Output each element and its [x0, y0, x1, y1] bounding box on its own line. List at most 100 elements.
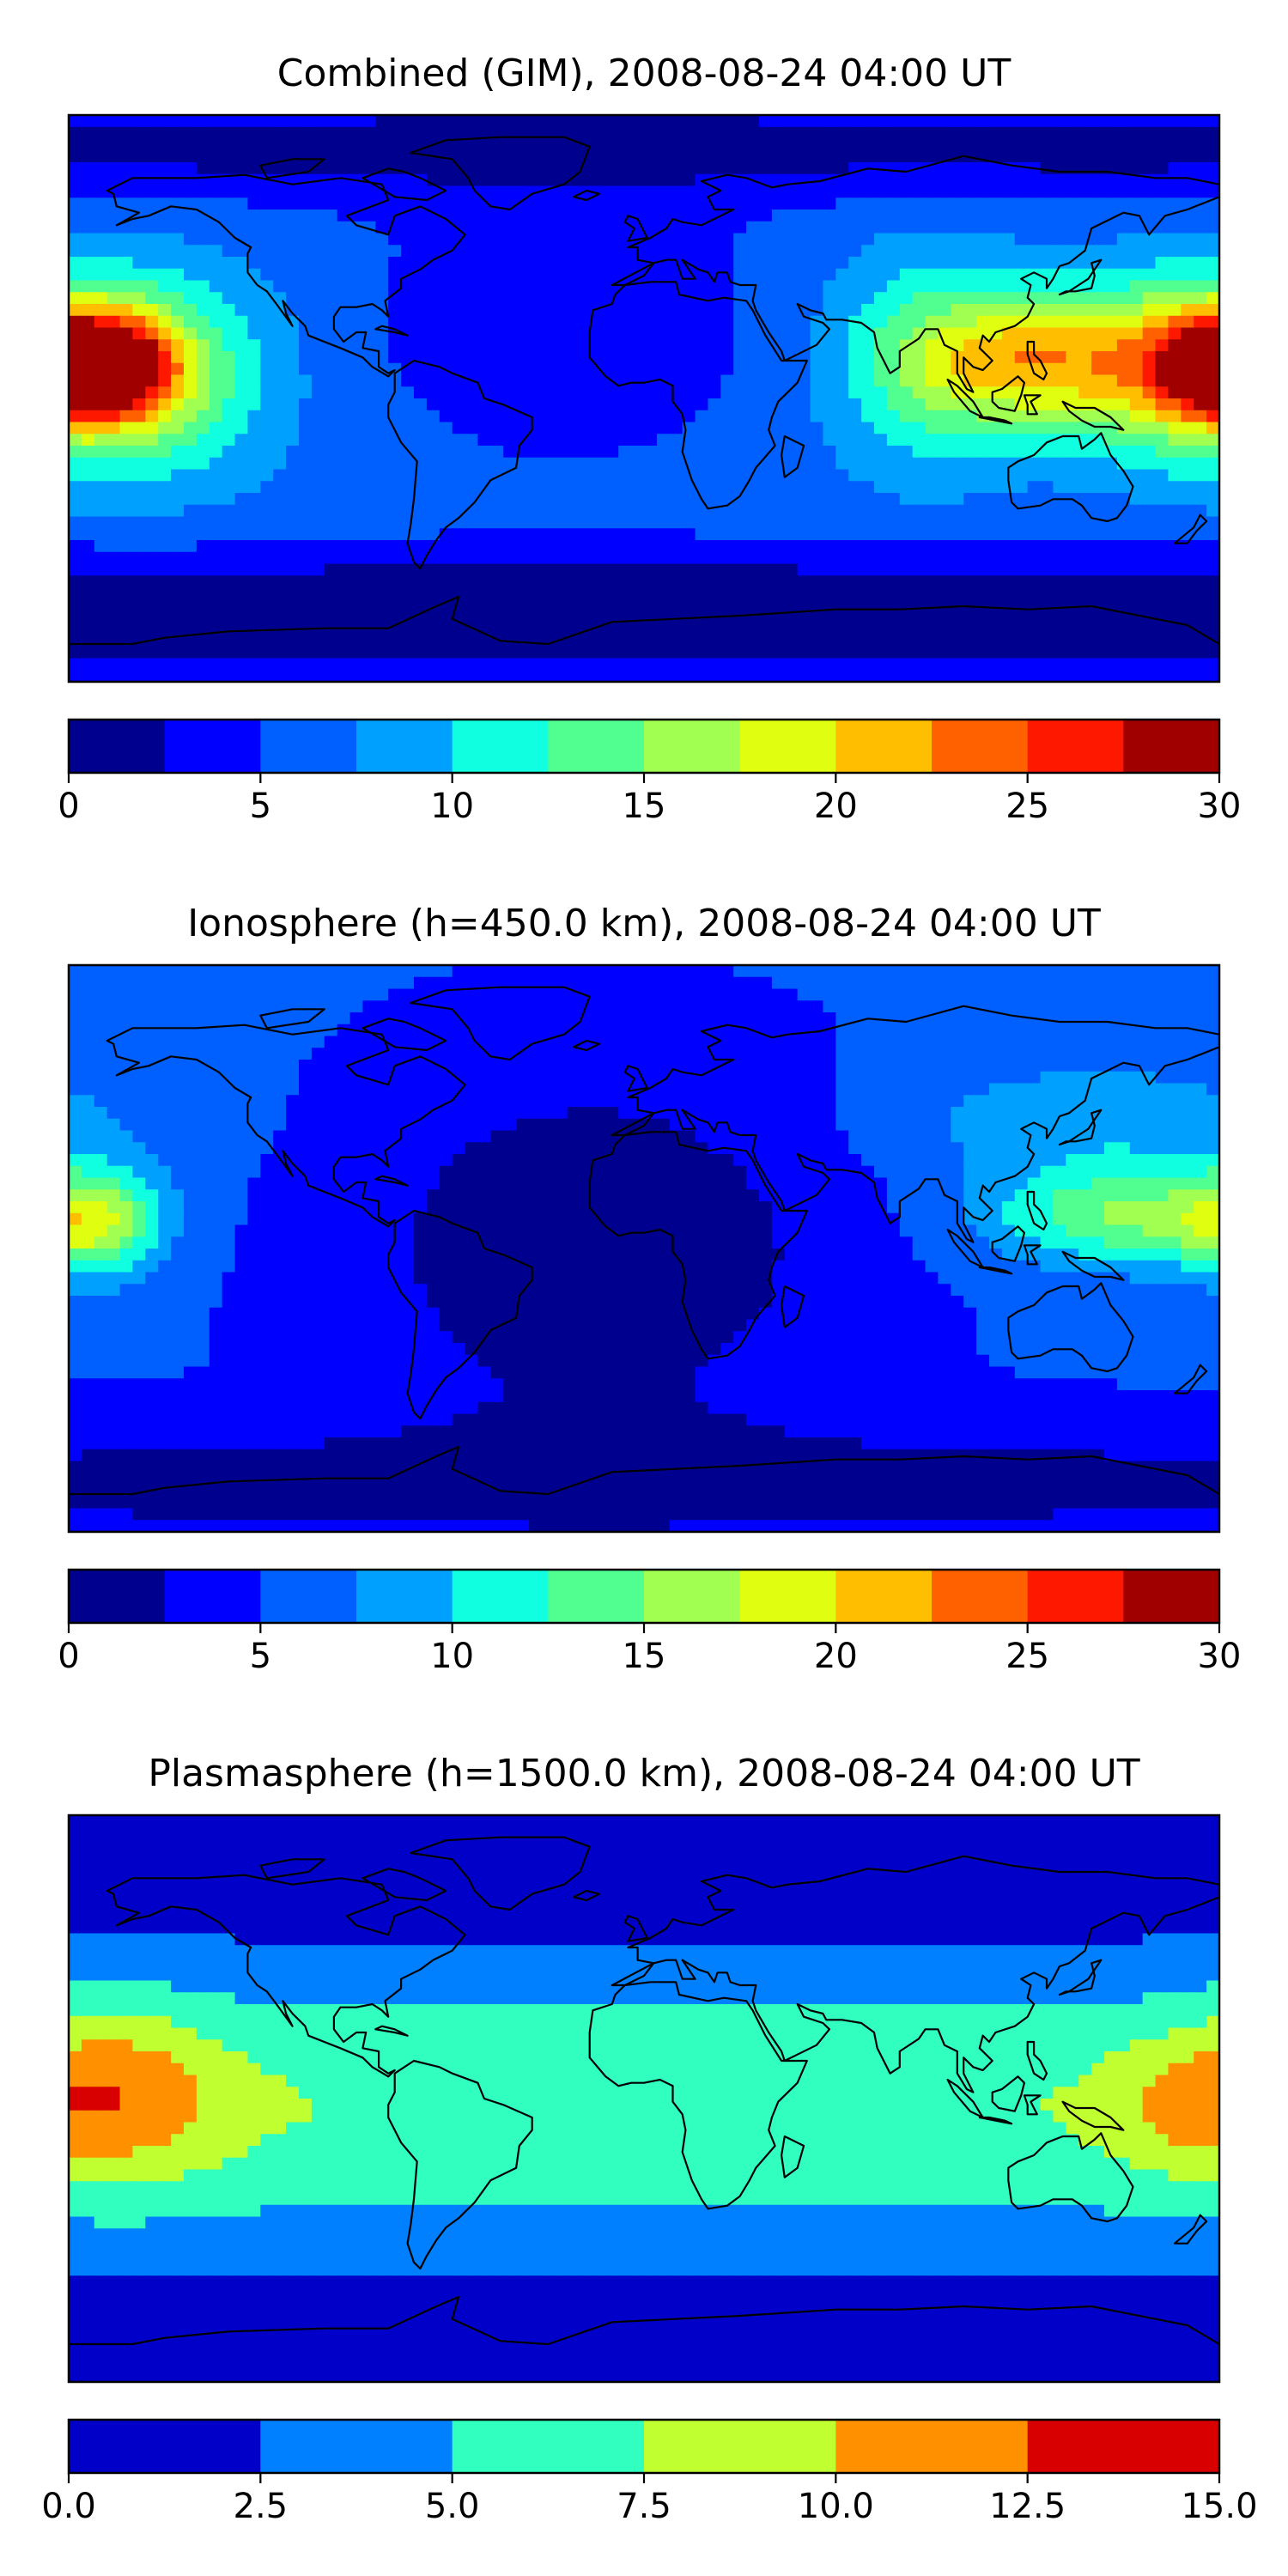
heatmap-cell — [158, 173, 172, 187]
heatmap-cell — [106, 575, 121, 588]
heatmap-cell — [963, 528, 977, 541]
heatmap-cell — [861, 173, 875, 187]
heatmap-cell — [1001, 210, 1016, 222]
heatmap-cell — [234, 138, 249, 151]
heatmap-cell — [886, 233, 901, 246]
heatmap-cell — [426, 351, 440, 364]
heatmap-cell — [184, 587, 197, 600]
heatmap-cell — [209, 304, 223, 317]
heatmap-cell — [810, 551, 824, 565]
heatmap-cell — [106, 386, 121, 399]
heatmap-cell — [823, 516, 836, 529]
heatmap-cell — [81, 563, 95, 576]
heatmap-cell — [1066, 1012, 1079, 1025]
heatmap-cell — [861, 115, 875, 128]
heatmap-cell — [1040, 646, 1054, 659]
heatmap-cell — [925, 976, 939, 990]
heatmap-cell — [1206, 185, 1219, 198]
heatmap-cell — [835, 185, 849, 198]
heatmap-cell — [132, 150, 146, 163]
heatmap-cell — [554, 233, 568, 246]
heatmap-cell — [311, 162, 325, 175]
heatmap-cell — [465, 1036, 479, 1048]
heatmap-cell — [119, 540, 134, 553]
heatmap-cell — [401, 481, 415, 494]
heatmap-cell — [388, 268, 402, 282]
heatmap-cell — [106, 197, 121, 210]
heatmap-cell — [669, 504, 683, 518]
heatmap-cell — [669, 516, 683, 529]
heatmap-cell — [976, 304, 990, 317]
heatmap-cell — [771, 598, 786, 612]
heatmap-cell — [951, 245, 964, 258]
heatmap-cell — [388, 339, 402, 352]
heatmap-cell — [477, 185, 491, 198]
heatmap-cell — [132, 245, 146, 258]
heatmap-cell — [171, 446, 185, 459]
heatmap-cell — [145, 386, 159, 399]
heatmap-cell — [273, 469, 287, 482]
heatmap-cell — [529, 540, 543, 553]
heatmap-cell — [452, 1036, 466, 1048]
heatmap-cell — [324, 516, 338, 529]
heatmap-cell — [324, 173, 338, 187]
heatmap-cell — [733, 339, 747, 352]
heatmap-cell — [567, 386, 581, 399]
heatmap-cell — [720, 327, 734, 340]
heatmap-cell — [465, 398, 479, 411]
heatmap-cell — [1116, 551, 1131, 565]
heatmap-cell — [580, 646, 594, 659]
heatmap-cell — [234, 150, 249, 163]
heatmap-cell — [119, 446, 134, 459]
heatmap-cell — [989, 115, 1003, 128]
heatmap-cell — [1168, 398, 1182, 411]
heatmap-cell — [286, 469, 300, 482]
heatmap-cell — [349, 457, 364, 471]
heatmap-cell — [477, 245, 491, 258]
heatmap-cell — [976, 446, 990, 459]
heatmap-cell — [94, 446, 108, 459]
heatmap-cell — [299, 611, 313, 623]
heatmap-cell — [337, 162, 351, 175]
heatmap-cell — [452, 965, 466, 978]
heatmap-cell — [337, 598, 351, 612]
heatmap-cell — [222, 1012, 236, 1025]
heatmap-cell — [234, 540, 249, 553]
heatmap-cell — [541, 315, 556, 329]
coastline — [1058, 258, 1103, 296]
heatmap-cell — [477, 551, 491, 565]
heatmap-cell — [708, 150, 721, 163]
heatmap-cell — [69, 126, 82, 140]
heatmap-cell — [592, 469, 606, 482]
heatmap-cell — [1129, 587, 1144, 600]
heatmap-cell — [925, 446, 939, 459]
heatmap-cell — [69, 611, 82, 623]
heatmap-cell — [746, 398, 760, 411]
heatmap-cell — [196, 540, 210, 553]
heatmap-cell — [1040, 257, 1054, 270]
heatmap-cell — [426, 126, 440, 140]
heatmap-cell — [477, 1000, 491, 1013]
heatmap-cell — [644, 268, 658, 282]
heatmap-cell — [899, 138, 914, 151]
heatmap-cell — [349, 233, 364, 246]
heatmap-cell — [771, 221, 786, 234]
heatmap-cell — [631, 434, 645, 447]
heatmap-cell — [746, 115, 760, 128]
heatmap-cell — [695, 551, 709, 565]
heatmap-cell — [592, 280, 606, 293]
heatmap-cell — [158, 563, 172, 576]
heatmap-cell — [861, 351, 875, 364]
heatmap-cell — [299, 1024, 313, 1037]
heatmap-cell — [746, 1000, 760, 1013]
heatmap-cell — [938, 138, 951, 151]
heatmap-cell — [184, 1024, 197, 1037]
heatmap-cell — [94, 988, 108, 1001]
heatmap-cell — [912, 481, 927, 494]
heatmap-cell — [234, 446, 249, 459]
heatmap-cell — [746, 965, 760, 978]
heatmap-cell — [1142, 493, 1157, 506]
heatmap-cell — [439, 587, 453, 600]
heatmap-cell — [618, 563, 632, 576]
heatmap-cell — [656, 162, 671, 175]
